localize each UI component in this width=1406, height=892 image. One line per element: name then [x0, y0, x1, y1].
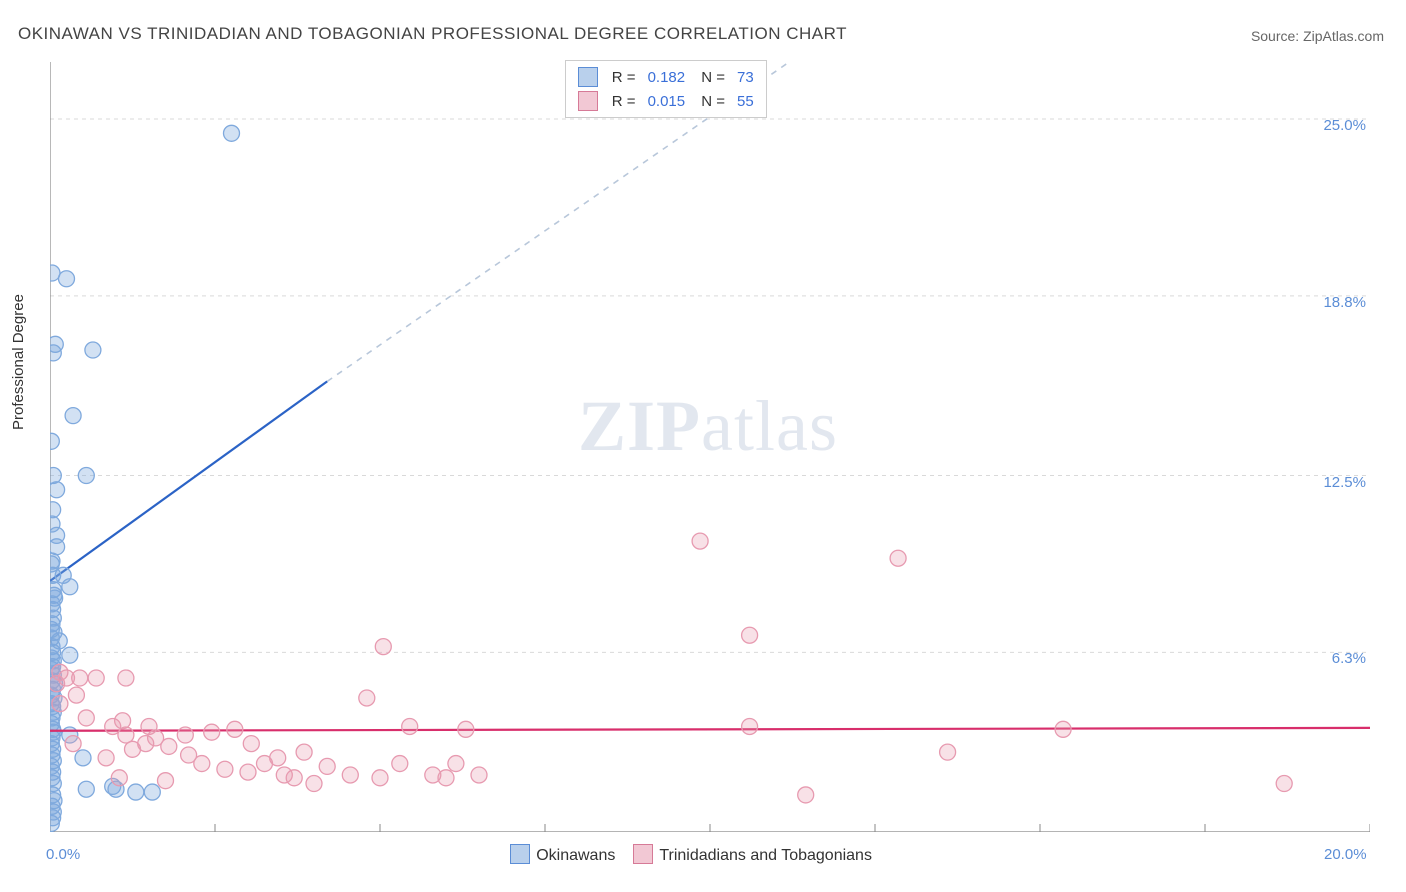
legend-label: Okinawans — [536, 847, 615, 864]
scatter-plot — [50, 62, 1370, 832]
chart-title: OKINAWAN VS TRINIDADIAN AND TOBAGONIAN P… — [18, 24, 847, 44]
x-tick: 20.0% — [1324, 846, 1367, 863]
legend-label: Trinidadians and Tobagonians — [659, 847, 872, 864]
x-tick: 0.0% — [46, 846, 80, 863]
correlation-legend: R =0.182 N =73R =0.015 N =55 — [565, 60, 767, 118]
y-tick: 6.3% — [1310, 650, 1366, 667]
y-tick: 12.5% — [1310, 474, 1366, 491]
y-tick: 18.8% — [1310, 294, 1366, 311]
y-axis-label: Professional Degree — [10, 294, 27, 430]
series-legend: Okinawans Trinidadians and Tobagonians — [492, 844, 872, 865]
source-attribution: Source: ZipAtlas.com — [1251, 28, 1384, 44]
y-tick: 25.0% — [1310, 117, 1366, 134]
